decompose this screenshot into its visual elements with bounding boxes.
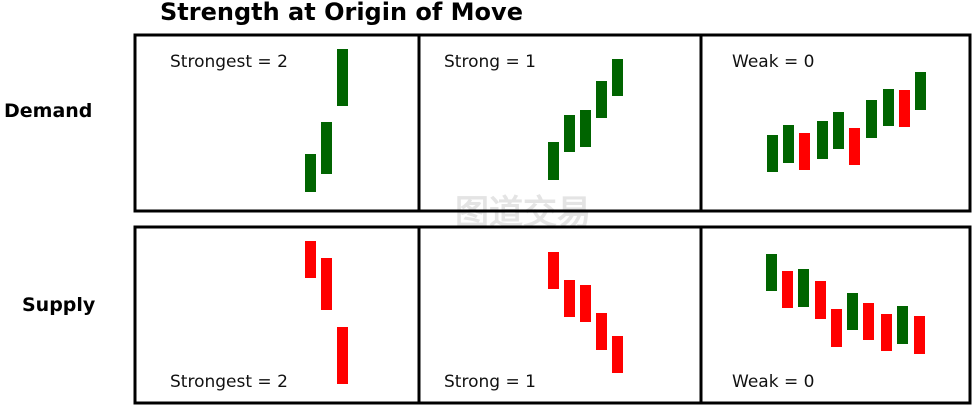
candle-red <box>564 280 575 317</box>
candle-green <box>564 115 575 152</box>
candle-green <box>612 59 623 96</box>
panel-label: Strongest = 2 <box>170 52 288 72</box>
candle-green <box>798 269 809 307</box>
candle-red <box>548 252 559 289</box>
candle-red <box>321 258 332 310</box>
candle-red <box>337 327 348 384</box>
candle-red <box>881 314 892 351</box>
candle-red <box>782 271 793 308</box>
candle-green <box>766 254 777 291</box>
row-frame-demand <box>133 33 972 213</box>
candle-red <box>596 313 607 350</box>
candle-green <box>915 72 926 110</box>
candle-green <box>847 293 858 330</box>
panel-label: Weak = 0 <box>732 52 814 72</box>
candle-red <box>612 336 623 373</box>
panel-label: Strong = 1 <box>444 372 536 392</box>
candle-green <box>321 122 332 174</box>
candle-green <box>783 125 794 163</box>
diagram-title: Strength at Origin of Move <box>160 0 523 26</box>
row-frame-supply <box>133 225 972 405</box>
candle-red <box>914 316 925 354</box>
candle-green <box>305 154 316 192</box>
candle-green <box>767 135 778 172</box>
candle-green <box>548 142 559 180</box>
candle-green <box>897 306 908 344</box>
candle-red <box>863 303 874 340</box>
row-label-supply: Supply <box>22 294 96 316</box>
panel-label: Strongest = 2 <box>170 372 288 392</box>
candle-green <box>596 81 607 118</box>
candle-red <box>580 285 591 322</box>
candle-green <box>883 89 894 126</box>
candle-green <box>580 110 591 147</box>
panel-label: Strong = 1 <box>444 52 536 72</box>
candle-red <box>305 241 316 278</box>
panel-label: Weak = 0 <box>732 372 814 392</box>
candle-red <box>799 133 810 170</box>
candle-green <box>817 121 828 159</box>
candle-red <box>849 128 860 165</box>
candle-green <box>866 100 877 138</box>
candle-red <box>831 309 842 347</box>
row-label-demand: Demand <box>4 100 93 122</box>
candle-green <box>833 112 844 149</box>
candle-red <box>899 90 910 127</box>
candle-green <box>337 49 348 106</box>
candle-red <box>815 281 826 319</box>
